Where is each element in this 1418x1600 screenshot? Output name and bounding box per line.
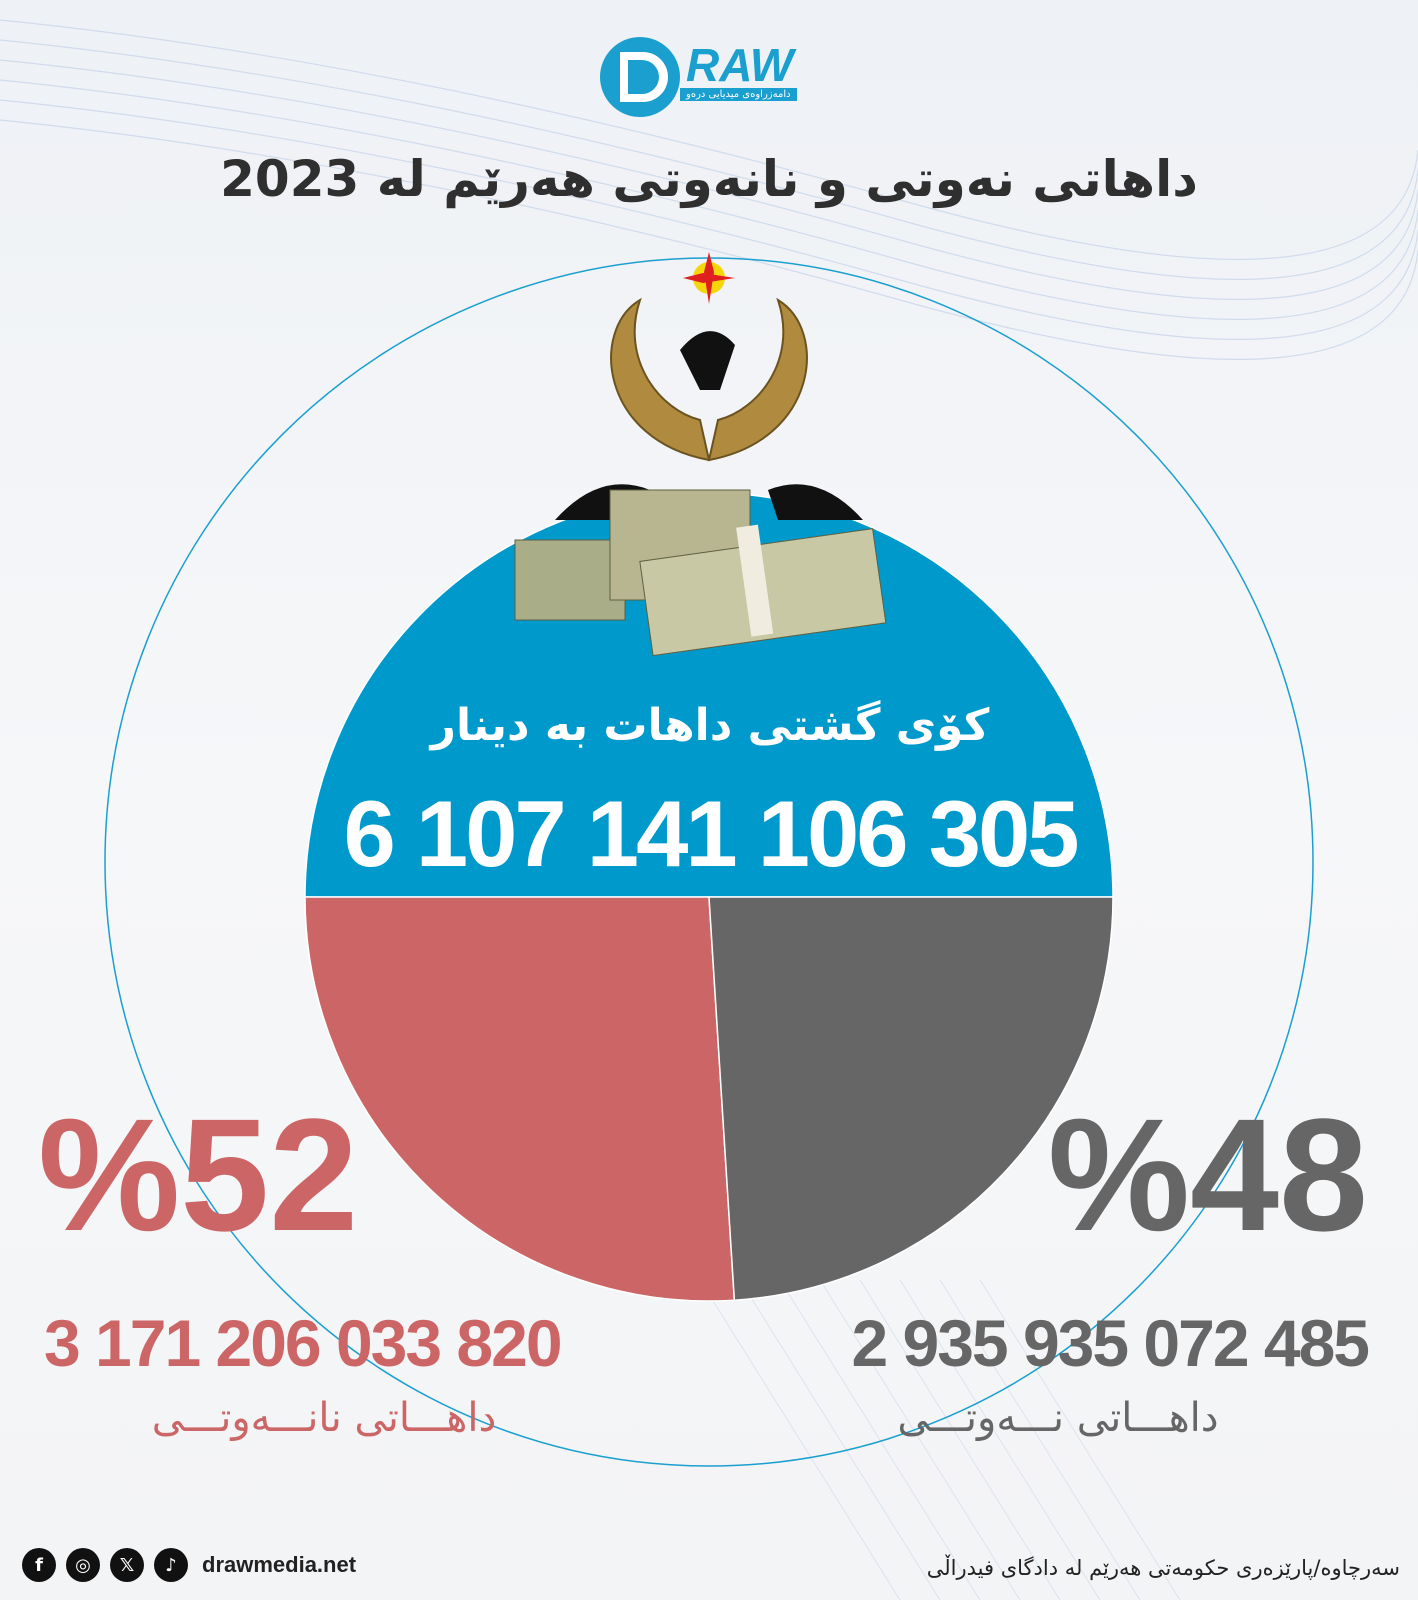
page-title: داهاتی نەوتی و نانەوتی هەرێم لە 2023 bbox=[220, 150, 1198, 208]
total-label: کۆی گشتی داهات بە دینار bbox=[430, 700, 990, 751]
instagram-icon[interactable]: ◎ bbox=[66, 1548, 100, 1582]
non-oil-value: 3 171 206 033 820 bbox=[44, 1306, 563, 1380]
money-stacks-icon bbox=[514, 489, 887, 657]
website-link[interactable]: drawmedia.net bbox=[202, 1552, 357, 1577]
source-note: سەرچاوە/پارێزەری حکومەتی هەرێم لە دادگای… bbox=[926, 1556, 1400, 1580]
oil-label: داهـــاتی نـــەوتـــی bbox=[897, 1395, 1219, 1441]
logo-tagline: دامەزراوەی میدیایی درەو bbox=[680, 88, 797, 101]
non-oil-percent: %52 bbox=[38, 1085, 359, 1264]
pie-slice-non-oil bbox=[304, 896, 736, 1302]
pie-slice-oil bbox=[708, 896, 1114, 1301]
draw-logo: RAW دامەزراوەی میدیایی درەو bbox=[598, 32, 828, 122]
facebook-icon[interactable]: f bbox=[22, 1548, 56, 1582]
logo-text: RAW bbox=[686, 39, 794, 91]
oil-value: 2 935 935 072 485 bbox=[851, 1306, 1370, 1380]
oil-percent: %48 bbox=[1047, 1085, 1368, 1264]
non-oil-label: داهـــاتی نانـــەوتـــی bbox=[151, 1395, 497, 1441]
x-icon[interactable]: 𝕏 bbox=[110, 1548, 144, 1582]
kurdistan-emblem-icon bbox=[555, 252, 863, 520]
total-value: 6 107 141 106 305 bbox=[343, 781, 1079, 886]
tiktok-icon[interactable]: ♪ bbox=[154, 1548, 188, 1582]
social-links: f ◎ 𝕏 ♪ drawmedia.net bbox=[22, 1548, 356, 1582]
